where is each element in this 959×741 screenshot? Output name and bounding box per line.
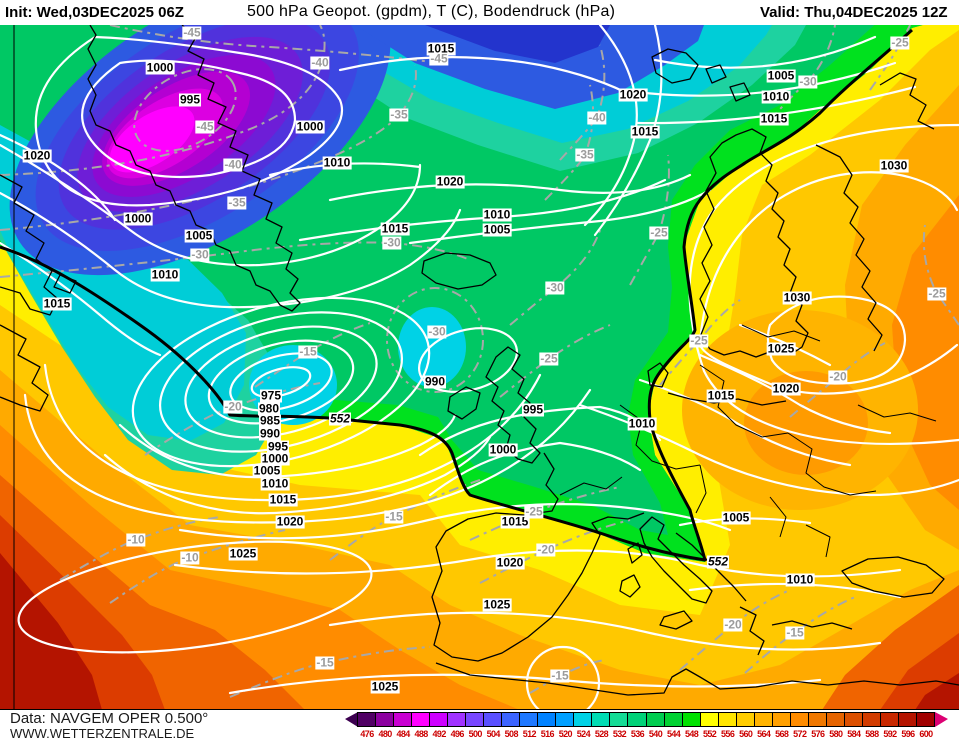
weather-map bbox=[0, 25, 959, 710]
colorbar-segment bbox=[699, 712, 719, 727]
map-canvas bbox=[0, 25, 959, 710]
chart-title: 500 hPa Geopot. (gpdm), T (C), Bodendruc… bbox=[247, 3, 616, 20]
height-contour-552 bbox=[0, 28, 913, 562]
colorbar-segment bbox=[483, 712, 503, 727]
colorbar-value: 564 bbox=[757, 729, 771, 739]
colorbar-segment bbox=[501, 712, 521, 727]
colorbar-segment bbox=[735, 712, 755, 727]
colorbar-segment bbox=[393, 712, 413, 727]
colorbar-value: 476 bbox=[360, 729, 374, 739]
colorbar-value: 580 bbox=[829, 729, 843, 739]
data-source-text: Data: NAVGEM OPER 0.500° bbox=[10, 710, 209, 727]
colorbar-value: 552 bbox=[703, 729, 717, 739]
colorbar-value: 544 bbox=[666, 729, 681, 739]
colorbar-segment bbox=[825, 712, 845, 727]
colorbar-value: 540 bbox=[648, 729, 663, 739]
colorbar-segment bbox=[843, 712, 863, 727]
colorbar-value: 588 bbox=[865, 729, 879, 739]
colorbar-segment bbox=[717, 712, 737, 727]
colorbar-segment bbox=[447, 712, 467, 727]
colorbar-scale: 476 480 484 488 492 496 500 504 508 512 516 520 524 5… bbox=[345, 729, 948, 739]
colorbar-segment bbox=[411, 712, 431, 727]
colorbar-value: 572 bbox=[793, 729, 807, 739]
colorbar-value: 596 bbox=[901, 729, 915, 739]
colorbar-segment bbox=[879, 712, 899, 727]
colorbar-segment bbox=[465, 712, 485, 727]
header-bar: Init: Wed,03DEC2025 06Z 500 hPa Geopot. … bbox=[0, 0, 959, 25]
colorbar-segment bbox=[375, 712, 395, 727]
geopotential-colorbar bbox=[345, 712, 948, 727]
map-frame bbox=[0, 25, 959, 710]
colorbar-left-arrow bbox=[345, 712, 358, 727]
colorbar-segment bbox=[591, 712, 611, 727]
colorbar-value: 492 bbox=[432, 729, 447, 739]
colorbar-value: 484 bbox=[396, 729, 410, 739]
colorbar-value: 584 bbox=[847, 729, 861, 739]
colorbar-segment bbox=[915, 712, 935, 727]
colorbar-value: 500 bbox=[468, 729, 483, 739]
temperature-field bbox=[0, 25, 959, 710]
valid-label: Valid: bbox=[760, 4, 801, 21]
colorbar-segment bbox=[807, 712, 827, 727]
colorbar-segment bbox=[573, 712, 593, 727]
footer-bar: Data: NAVGEM OPER 0.500° WWW.WETTERZENTR… bbox=[0, 710, 959, 741]
init-label: Init: bbox=[5, 4, 33, 21]
colorbar-value: 480 bbox=[378, 729, 392, 739]
colorbar-segment bbox=[429, 712, 449, 727]
colorbar-value: 560 bbox=[739, 729, 753, 739]
colorbar-segment bbox=[897, 712, 917, 727]
valid-value: Thu,04DEC2025 12Z bbox=[804, 4, 948, 21]
coastlines bbox=[0, 25, 959, 696]
colorbar-segment bbox=[519, 712, 539, 727]
colorbar-value: 488 bbox=[414, 729, 429, 739]
colorbar-value: 568 bbox=[775, 729, 789, 739]
colorbar-segment bbox=[357, 712, 377, 727]
colorbar-segment bbox=[771, 712, 791, 727]
colorbar-segment bbox=[861, 712, 881, 727]
colorbar-value: 592 bbox=[883, 729, 897, 739]
colorbar-segment bbox=[681, 712, 701, 727]
colorbar-value: 504 bbox=[486, 729, 501, 739]
init-value: Wed,03DEC2025 06Z bbox=[36, 4, 184, 21]
colorbar-value: 532 bbox=[612, 729, 627, 739]
colorbar-value: 520 bbox=[558, 729, 573, 739]
colorbar-value: 508 bbox=[504, 729, 519, 739]
init-time: Init: Wed,03DEC2025 06Z bbox=[5, 4, 184, 21]
colorbar-value: 576 bbox=[811, 729, 825, 739]
colorbar-segment bbox=[789, 712, 809, 727]
colorbar-value: 512 bbox=[522, 729, 537, 739]
colorbar-value: 516 bbox=[540, 729, 555, 739]
colorbar-segment bbox=[663, 712, 683, 727]
valid-time: Valid: Thu,04DEC2025 12Z bbox=[760, 4, 948, 21]
colorbar-segment bbox=[645, 712, 665, 727]
colorbar-value: 536 bbox=[630, 729, 645, 739]
colorbar-segment bbox=[537, 712, 557, 727]
colorbar-value: 548 bbox=[684, 729, 699, 739]
colorbar-segment bbox=[753, 712, 773, 727]
colorbar-value: 556 bbox=[721, 729, 735, 739]
colorbar-right-arrow bbox=[935, 712, 948, 727]
colorbar-value: 528 bbox=[594, 729, 609, 739]
website-text: WWW.WETTERZENTRALE.DE bbox=[10, 726, 195, 741]
colorbar-segment bbox=[609, 712, 629, 727]
colorbar-value: 524 bbox=[576, 729, 591, 739]
colorbar-segment bbox=[555, 712, 575, 727]
colorbar-segment bbox=[627, 712, 647, 727]
colorbar-value: 496 bbox=[450, 729, 465, 739]
colorbar-value: 600 bbox=[919, 729, 933, 739]
